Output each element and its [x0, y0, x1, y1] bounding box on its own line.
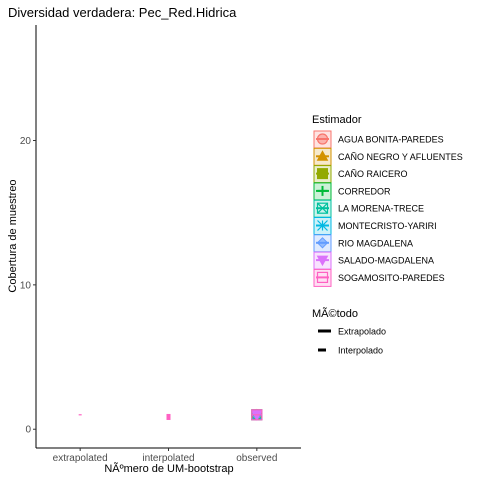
y-axis-title: Cobertura de muestreo [7, 179, 19, 292]
color-legend-title: Estimador [312, 114, 362, 126]
legend-item: MONTECRISTO-YARIRI [313, 217, 437, 235]
legend-key-marker [317, 168, 328, 180]
legend-item-label: RIO MAGDALENA [338, 238, 413, 248]
legend-item-label: SOGAMOSITO-PAREDES [338, 273, 445, 283]
legend-key-marker [317, 185, 328, 196]
marker-circle [316, 133, 329, 145]
legend-item: CAÑO RAICERO [313, 165, 408, 184]
legend-key-marker [317, 220, 328, 231]
legend-item-label: AGUA BONITA-PAREDES [338, 135, 444, 145]
legend-item-label: LA MORENA-TRECE [338, 204, 424, 214]
legend-key-marker [316, 255, 329, 267]
y-tick-label: 20 [20, 136, 32, 147]
method-legend-item: Extrapolado [318, 327, 386, 337]
x-tick-label: interpolated [142, 453, 194, 464]
legend-key-marker [316, 271, 329, 283]
x-tick-label: observed [236, 453, 277, 464]
marker-square [317, 168, 328, 180]
legend-item: CORREDOR [313, 182, 391, 201]
marker-diamond [316, 237, 329, 249]
legend-item: CAÑO NEGRO Y AFLUENTES [313, 147, 463, 166]
x-axis-title: NÃºmero de UM-bootstrap [104, 462, 233, 475]
legend-item-label: CORREDOR [338, 186, 391, 196]
legend-key-marker [316, 202, 329, 214]
marker-triangle-down [316, 255, 329, 267]
legend-item: AGUA BONITA-PAREDES [313, 130, 444, 149]
method-legend-label: Extrapolado [338, 327, 386, 337]
legend-item: SALADO-MAGDALENA [313, 251, 434, 270]
marker-cross-b [317, 202, 328, 214]
legend-item-label: CAÑO NEGRO Y AFLUENTES [338, 152, 463, 162]
legend-key-marker [316, 133, 329, 145]
marker-square-outline [316, 202, 329, 214]
plot-area: 0 10 20 extrapolated interpolated observed [20, 25, 301, 464]
y-tick-label: 0 [25, 425, 31, 436]
chart-title: Diversidad verdadera: Pec_Red.Hidrica [8, 5, 237, 20]
marker-triangle [316, 150, 329, 161]
method-legend-label: Interpolado [338, 346, 383, 356]
legend-key-marker [316, 150, 329, 161]
legend-item-label: SALADO-MAGDALENA [338, 256, 434, 266]
legend-item: SOGAMOSITO-PAREDES [313, 268, 445, 287]
data-point [166, 413, 171, 420]
legend-item-label: MONTECRISTO-YARIRI [338, 221, 437, 231]
legend-item: RIO MAGDALENA [313, 234, 413, 253]
method-legend-title: MÃ©todo [312, 307, 358, 320]
legend-item-label: CAÑO RAICERO [338, 169, 408, 179]
legend-item: LA MORENA-TRECE [313, 199, 424, 218]
y-tick-label: 10 [20, 280, 32, 291]
x-tick-label: extrapolated [53, 453, 108, 464]
data-point [251, 409, 263, 421]
method-legend-item: Interpolado [318, 346, 383, 356]
legend: Estimador MÃ©todo AGUA BONITA-PAREDES CAÑ… [312, 114, 463, 356]
legend-key-marker [316, 237, 329, 249]
